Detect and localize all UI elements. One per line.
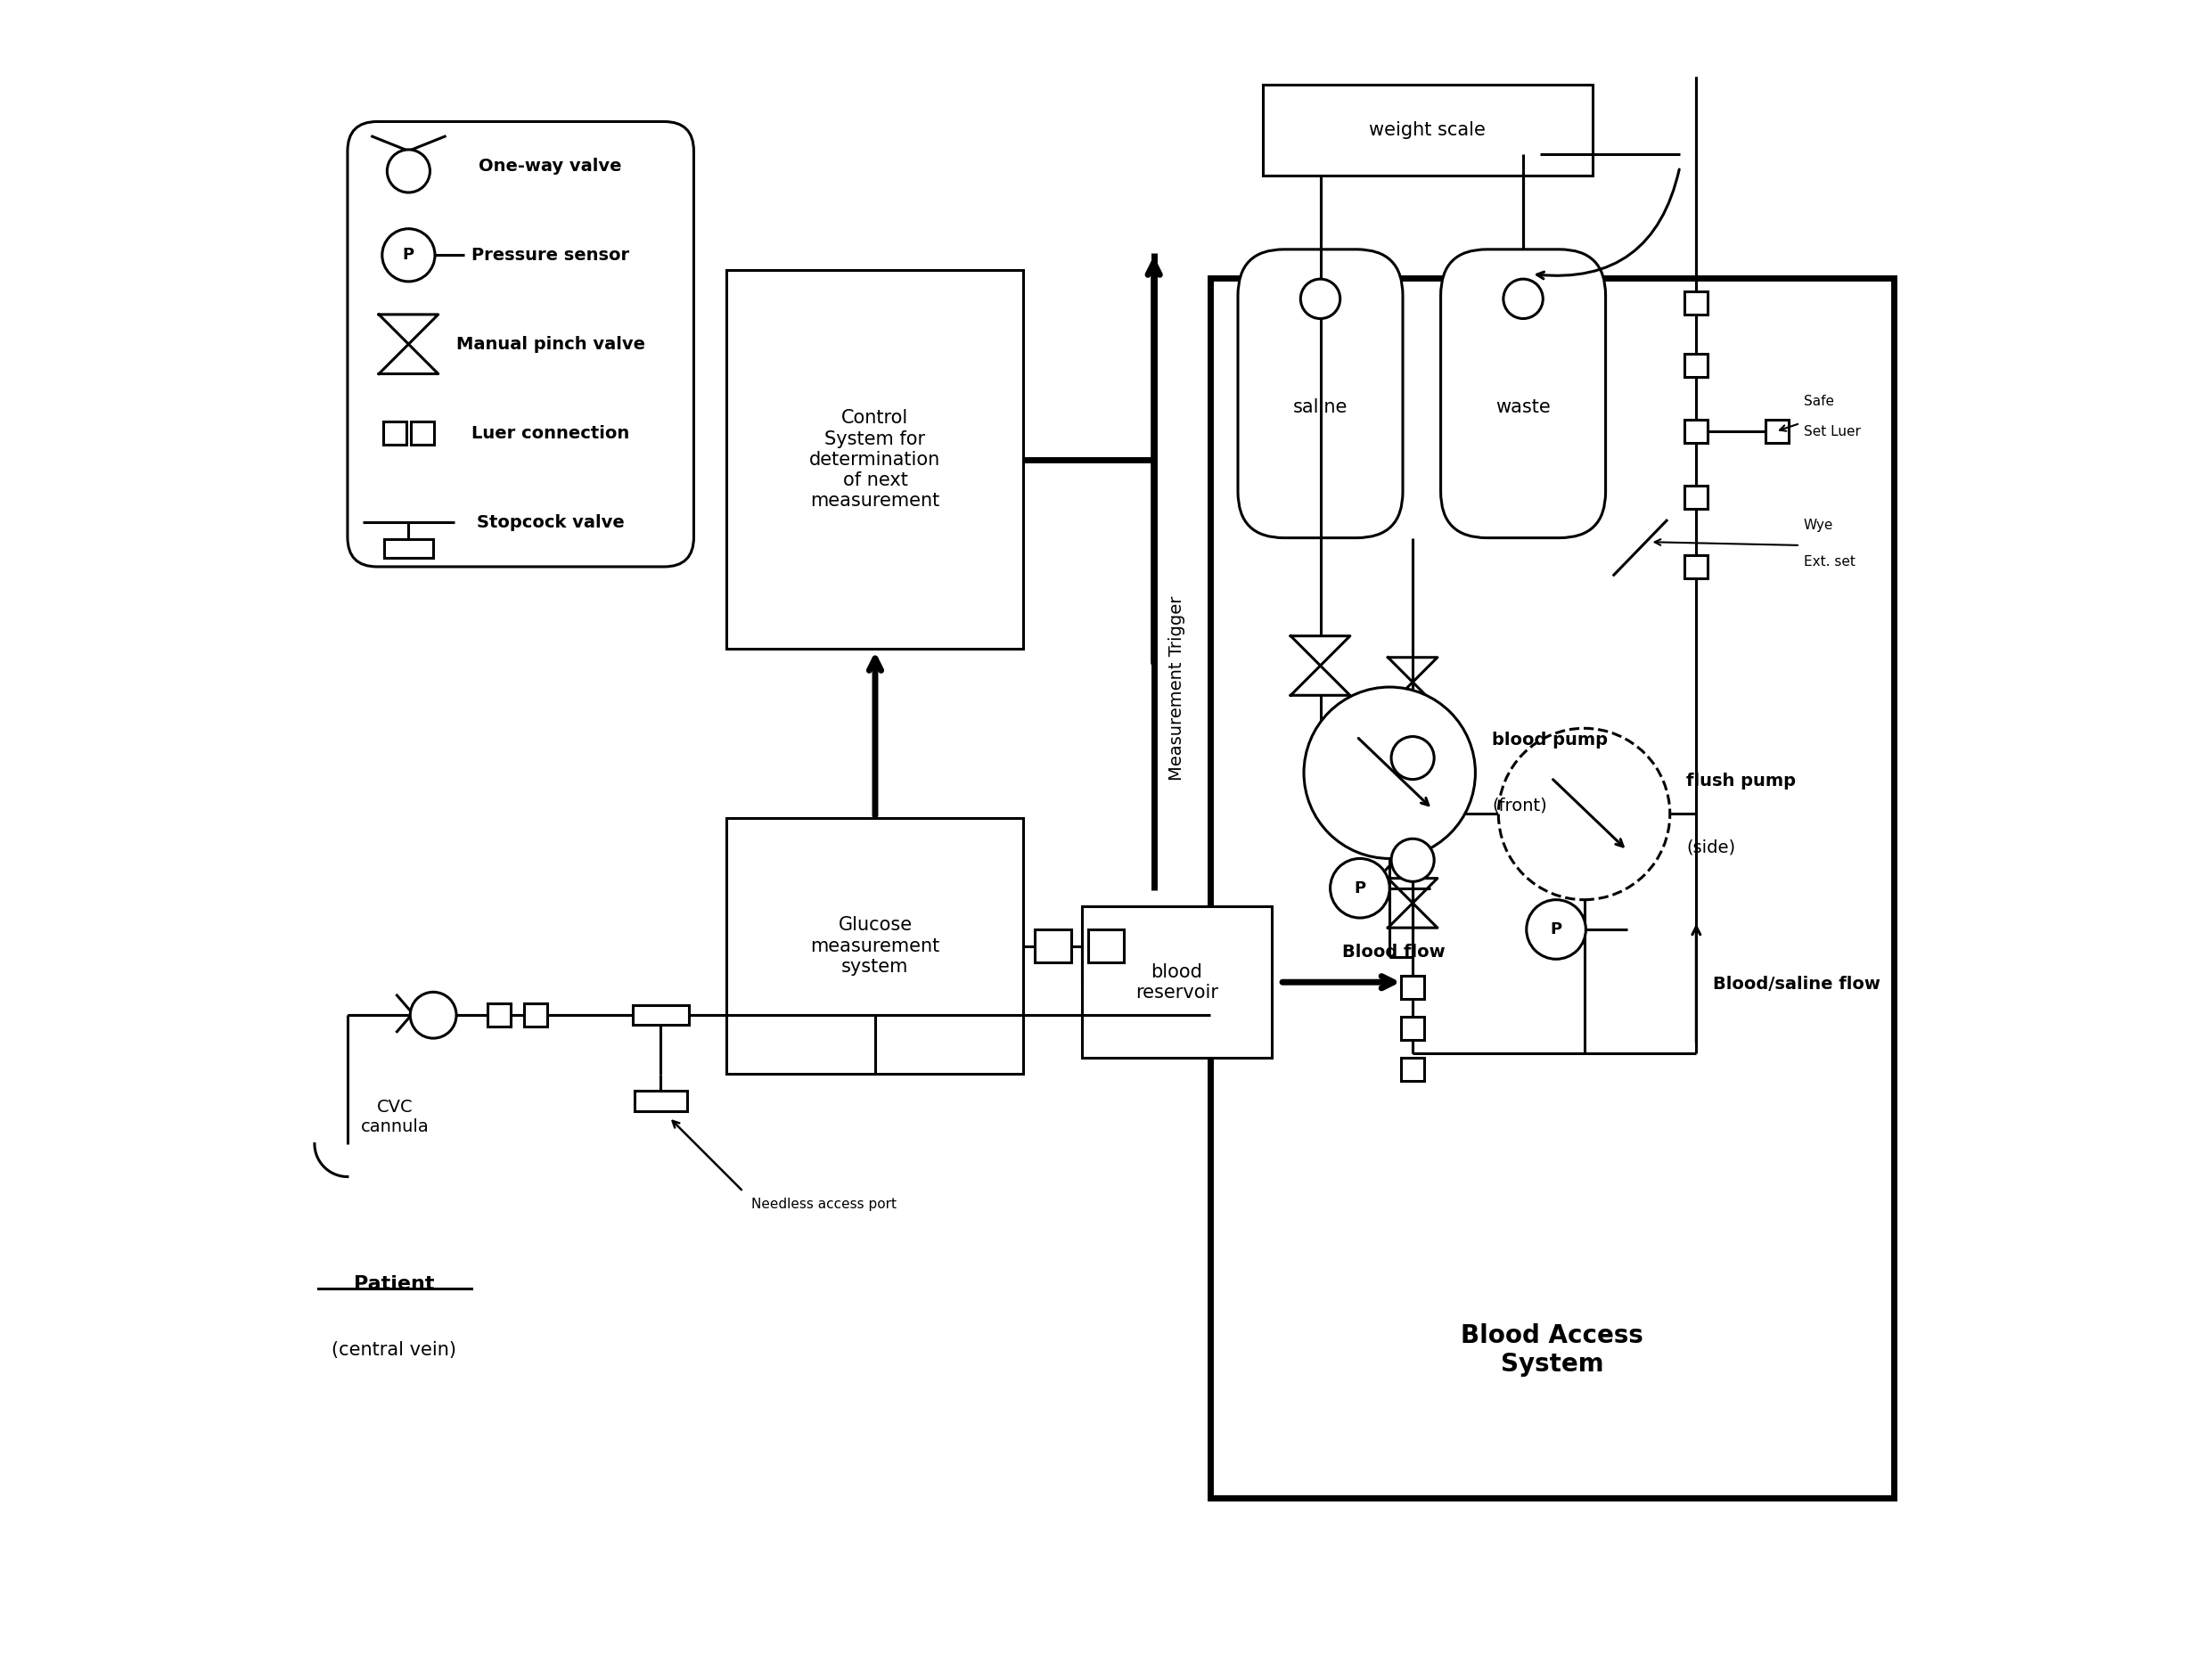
FancyBboxPatch shape: [1440, 249, 1606, 538]
Bar: [635, 1091, 688, 1111]
Bar: [487, 1003, 511, 1026]
Text: P: P: [1551, 922, 1562, 937]
Bar: [1400, 1017, 1425, 1040]
Circle shape: [1329, 859, 1389, 919]
Text: Luer connection: Luer connection: [471, 425, 630, 442]
Text: weight scale: weight scale: [1369, 121, 1486, 140]
Bar: [1686, 487, 1708, 508]
Text: Blood flow: Blood flow: [1343, 943, 1444, 962]
Circle shape: [383, 229, 436, 281]
Bar: [1210, 277, 1893, 1498]
Bar: [728, 819, 1024, 1073]
Circle shape: [387, 149, 429, 193]
Text: Patient: Patient: [354, 1276, 434, 1292]
Text: (central vein): (central vein): [332, 1340, 456, 1359]
Text: (front): (front): [1491, 797, 1546, 814]
Bar: [385, 540, 434, 558]
Circle shape: [1301, 279, 1340, 319]
Text: Control
System for
determination
of next
measurement: Control System for determination of next…: [810, 409, 940, 510]
Text: Blood/saline flow: Blood/saline flow: [1712, 975, 1880, 992]
Text: Wye: Wye: [1803, 518, 1834, 532]
Bar: [1400, 1058, 1425, 1081]
Text: Safe: Safe: [1803, 395, 1834, 409]
Bar: [1088, 930, 1124, 962]
Text: Set Luer: Set Luer: [1803, 425, 1860, 439]
Bar: [1686, 555, 1708, 578]
Text: P: P: [1354, 880, 1365, 897]
Bar: [1400, 975, 1425, 998]
Text: Blood Access
System: Blood Access System: [1460, 1322, 1644, 1377]
Text: waste: waste: [1495, 399, 1551, 415]
Bar: [1686, 291, 1708, 314]
Circle shape: [1303, 688, 1475, 859]
Bar: [1686, 354, 1708, 377]
Bar: [1082, 907, 1272, 1058]
Circle shape: [409, 992, 456, 1038]
Bar: [633, 1005, 688, 1025]
Text: Needless access port: Needless access port: [752, 1198, 896, 1211]
Text: saline: saline: [1294, 399, 1347, 415]
Text: blood pump: blood pump: [1491, 731, 1608, 749]
Text: (side): (side): [1686, 839, 1736, 855]
Circle shape: [1526, 900, 1586, 958]
FancyBboxPatch shape: [1239, 249, 1402, 538]
FancyBboxPatch shape: [347, 121, 695, 566]
Circle shape: [1504, 279, 1544, 319]
Bar: [1035, 930, 1071, 962]
Circle shape: [1498, 728, 1670, 900]
Circle shape: [1391, 839, 1433, 882]
Text: Measurement Trigger: Measurement Trigger: [1168, 596, 1186, 781]
Circle shape: [1391, 736, 1433, 779]
Text: blood
reservoir: blood reservoir: [1135, 963, 1219, 1002]
Bar: [383, 422, 407, 445]
Text: flush pump: flush pump: [1686, 772, 1796, 789]
Bar: [1263, 85, 1593, 174]
Text: Stopcock valve: Stopcock valve: [476, 513, 624, 530]
Text: One-way valve: One-way valve: [478, 158, 622, 174]
Text: Manual pinch valve: Manual pinch valve: [456, 336, 646, 352]
Text: Glucose
measurement
system: Glucose measurement system: [810, 917, 940, 975]
Bar: [1686, 420, 1708, 443]
Bar: [411, 422, 434, 445]
Bar: [1765, 420, 1790, 443]
Text: Pressure sensor: Pressure sensor: [471, 247, 628, 264]
Text: CVC
cannula: CVC cannula: [361, 1100, 429, 1136]
Bar: [524, 1003, 546, 1026]
Text: P: P: [403, 247, 414, 262]
Text: Ext. set: Ext. set: [1803, 555, 1856, 568]
Bar: [728, 271, 1024, 649]
